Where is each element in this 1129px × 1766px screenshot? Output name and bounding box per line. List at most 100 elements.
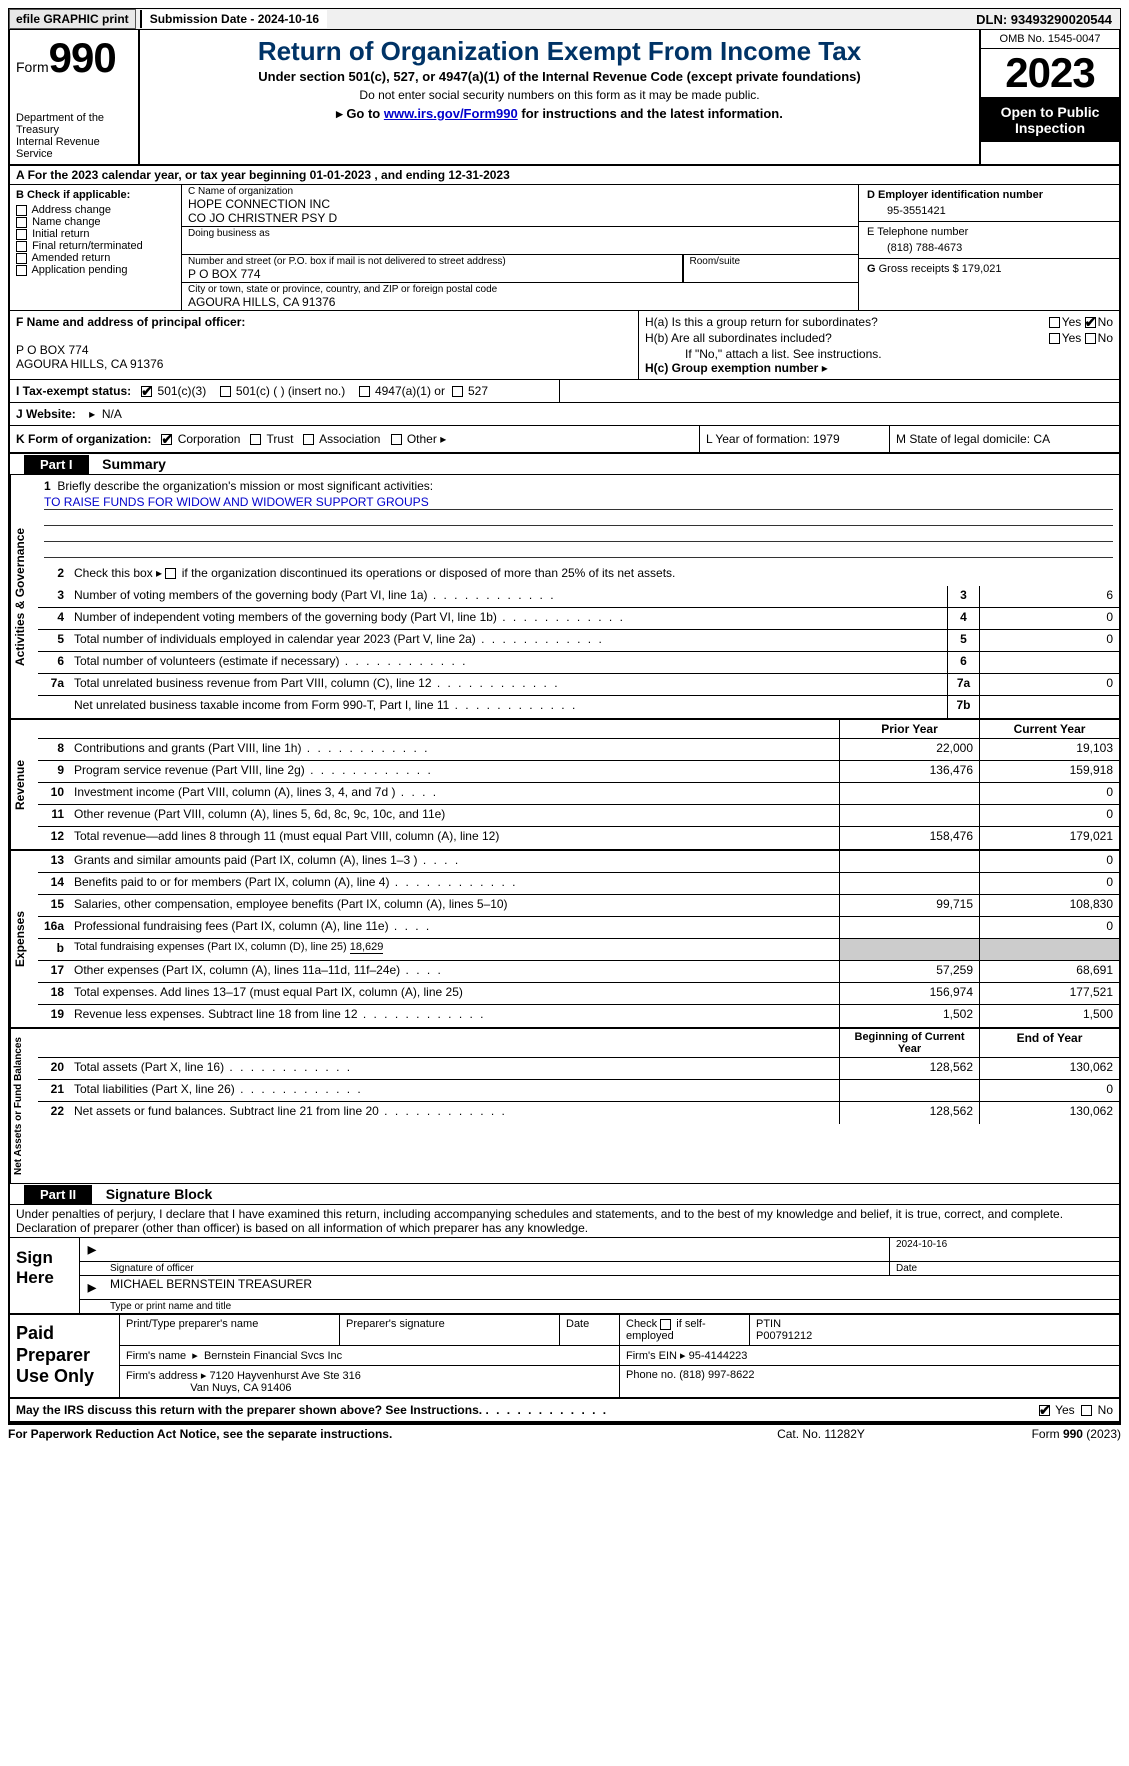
line-19: Revenue less expenses. Subtract line 18 …: [70, 1005, 839, 1027]
tax-year: 2023: [981, 49, 1119, 98]
hb-note: If "No," attach a list. See instructions…: [645, 347, 1113, 361]
dln: DLN: 93493290020544: [968, 10, 1120, 29]
line-11: Other revenue (Part VIII, column (A), li…: [70, 805, 839, 826]
goto-pre: Go to: [346, 106, 384, 121]
trust-checkbox[interactable]: [250, 434, 261, 445]
date-label: Date: [889, 1262, 1119, 1275]
amended-return-checkbox[interactable]: [16, 253, 27, 264]
page-footer: For Paperwork Reduction Act Notice, see …: [8, 1423, 1121, 1441]
line-11-prior: [839, 805, 979, 826]
hb-yes-checkbox[interactable]: [1049, 333, 1060, 344]
final-return-checkbox[interactable]: [16, 241, 27, 252]
officer-addr1: P O BOX 774: [16, 343, 632, 357]
paid-preparer-label: Paid Preparer Use Only: [10, 1315, 120, 1397]
self-employed-checkbox[interactable]: [660, 1319, 671, 1330]
i-501c3: 501(c)(3): [158, 384, 207, 398]
ha-label: H(a) Is this a group return for subordin…: [645, 315, 1049, 329]
initial-return-checkbox[interactable]: [16, 229, 27, 240]
efile-print-button[interactable]: efile GRAPHIC print: [9, 9, 136, 29]
arrow-icon: ▸: [822, 361, 828, 375]
line-a-tax-year: A For the 2023 calendar year, or tax yea…: [10, 166, 1119, 185]
prep-date-label: Date: [560, 1315, 620, 1345]
line-5-value: 0: [979, 630, 1119, 651]
section-b: B Check if applicable: Address change Na…: [10, 185, 182, 310]
assoc-checkbox[interactable]: [303, 434, 314, 445]
address-change-checkbox[interactable]: [16, 205, 27, 216]
hb-yes: Yes: [1062, 331, 1082, 345]
corp-checkbox[interactable]: [161, 434, 172, 445]
line-19-curr: 1,500: [979, 1005, 1119, 1027]
other-checkbox[interactable]: [391, 434, 402, 445]
line-10: Investment income (Part VIII, column (A)…: [70, 783, 839, 804]
sign-here-label: Sign Here: [10, 1238, 80, 1313]
form-title: Return of Organization Exempt From Incom…: [150, 36, 969, 67]
part1-bar: Part I Summary: [10, 454, 1119, 475]
discuss-yes: Yes: [1055, 1403, 1075, 1417]
firm-addr2: Van Nuys, CA 91406: [190, 1382, 291, 1394]
line-5: Total number of individuals employed in …: [70, 630, 947, 651]
section-deg: D Employer identification number 95-3551…: [859, 185, 1119, 310]
name-change-checkbox[interactable]: [16, 217, 27, 228]
org-address: P O BOX 774: [188, 267, 676, 281]
b-address-change: Address change: [31, 204, 111, 216]
ein-value: 95-3551421: [867, 201, 1111, 217]
line-1: 1 Briefly describe the organization's mi…: [38, 475, 1119, 564]
line-4: Number of independent voting members of …: [70, 608, 947, 629]
paperwork-notice: For Paperwork Reduction Act Notice, see …: [8, 1427, 721, 1441]
discuss-yes-checkbox[interactable]: [1039, 1405, 1050, 1416]
501c-checkbox[interactable]: [220, 386, 231, 397]
firm-ein: Firm's EIN ▸ 95-4144223: [620, 1346, 1119, 1365]
line-6-value: [979, 652, 1119, 673]
website-value: N/A: [102, 407, 122, 421]
ssn-warning: Do not enter social security numbers on …: [150, 88, 969, 102]
4947-checkbox[interactable]: [359, 386, 370, 397]
dept-treasury: Department of the Treasury Internal Reve…: [16, 112, 132, 160]
line-7a-value: 0: [979, 674, 1119, 695]
ptin: PTINP00791212: [750, 1315, 1119, 1345]
addr-label: Number and street (or P.O. box if mail i…: [188, 256, 676, 267]
527-checkbox[interactable]: [452, 386, 463, 397]
line-20-end: 130,062: [979, 1058, 1119, 1079]
line-2-checkbox[interactable]: [165, 568, 176, 579]
line-7b-value: [979, 696, 1119, 718]
end-year-header: End of Year: [979, 1029, 1119, 1057]
line-9-prior: 136,476: [839, 761, 979, 782]
prep-name-label: Print/Type preparer's name: [120, 1315, 340, 1345]
line-a-text: For the 2023 calendar year, or tax year …: [28, 168, 510, 182]
hb-label: H(b) Are all subordinates included?: [645, 331, 1049, 345]
discuss-row: May the IRS discuss this return with the…: [10, 1399, 1119, 1421]
line-14-prior: [839, 873, 979, 894]
line-16b: Total fundraising expenses (Part IX, col…: [70, 939, 839, 960]
j-label: J Website:: [16, 407, 76, 421]
mission-line: [44, 528, 1113, 542]
top-bar: efile GRAPHIC print Submission Date - 20…: [8, 8, 1121, 30]
line-1-text: Briefly describe the organization's miss…: [57, 479, 433, 493]
arrow-icon: ▸: [440, 432, 446, 446]
hc-continuation: [560, 380, 572, 402]
self-employed: Check if self-employed: [620, 1315, 750, 1345]
line-18-prior: 156,974: [839, 983, 979, 1004]
k-label: K Form of organization:: [16, 432, 151, 446]
irs-link[interactable]: www.irs.gov/Form990: [384, 106, 518, 121]
application-pending-checkbox[interactable]: [16, 265, 27, 276]
line-19-prior: 1,502: [839, 1005, 979, 1027]
line-13-prior: [839, 851, 979, 872]
line-6: Total number of volunteers (estimate if …: [70, 652, 947, 673]
discuss-no-checkbox[interactable]: [1081, 1405, 1092, 1416]
i-501c: 501(c) ( ) (insert no.): [236, 384, 345, 398]
hb-no-checkbox[interactable]: [1085, 333, 1096, 344]
ha-no-checkbox[interactable]: [1085, 317, 1096, 328]
section-c: C Name of organization HOPE CONNECTION I…: [182, 185, 859, 310]
line-22: Net assets or fund balances. Subtract li…: [70, 1102, 839, 1124]
year-formation: L Year of formation: 1979: [699, 426, 889, 452]
501c3-checkbox[interactable]: [141, 386, 152, 397]
line-21-end: 0: [979, 1080, 1119, 1101]
ha-yes-checkbox[interactable]: [1049, 317, 1060, 328]
line-12: Total revenue—add lines 8 through 11 (mu…: [70, 827, 839, 849]
firm-addr1: 7120 Hayvenhurst Ave Ste 316: [209, 1370, 360, 1382]
revenue-section-label: Revenue: [10, 720, 38, 849]
line-16b-value: 18,629: [350, 941, 384, 954]
line-3-value: 6: [979, 586, 1119, 607]
submission-date: Submission Date - 2024-10-16: [140, 10, 327, 28]
line-12-curr: 179,021: [979, 827, 1119, 849]
